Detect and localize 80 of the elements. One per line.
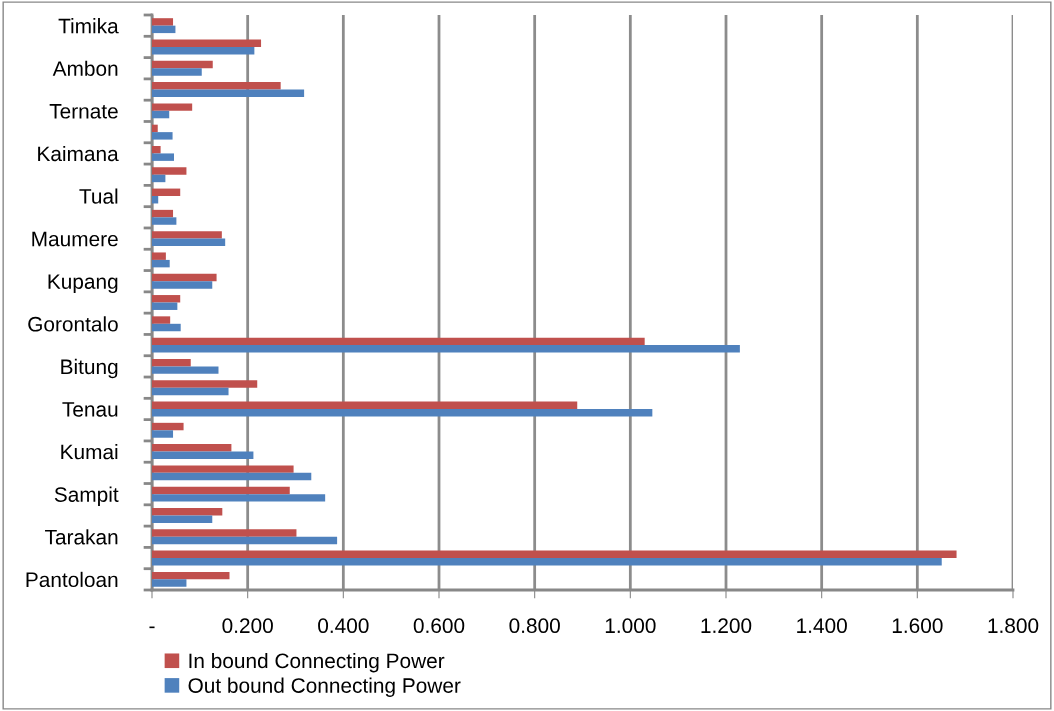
bar [152,550,957,559]
legend-label: Out bound Connecting Power [188,677,461,698]
bar [152,401,578,409]
x-tick-label: 1.800 [988,618,1039,634]
bar [152,494,326,502]
y-tick-label: Maumere [32,231,118,247]
legend-label: In bound Connecting Power [189,652,445,673]
y-tick-label: Gorontalo [28,316,118,332]
bar [152,103,193,111]
bar [152,316,171,324]
bar [152,302,178,310]
bar [152,529,297,537]
x-tick-label: 1.200 [701,618,752,634]
bar [152,110,170,119]
bar [152,281,213,289]
bar [152,25,176,34]
x-tick-label: 0.800 [509,618,560,634]
bar [152,465,294,473]
y-tick-label: Ternate [49,104,118,119]
bar [152,60,213,69]
y-tick-label: Timika [58,18,119,34]
bar [152,345,740,353]
bar [152,408,653,417]
x-tick-label: 0.200 [222,618,273,634]
bar [152,124,158,133]
bar [152,145,161,154]
bar [152,515,213,523]
bar [152,188,181,197]
x-tick-label: 0.600 [413,618,465,634]
bar [152,273,217,282]
y-tick-label: Bitung [61,358,118,379]
bar [152,366,219,374]
bar [152,486,290,495]
bar [152,252,166,260]
bar [152,422,184,431]
bar [152,209,174,218]
x-tick-label: 1.000 [605,618,656,634]
bar [152,571,230,580]
bar [152,39,262,47]
y-tick-label: Sampit [54,486,119,507]
bar [152,174,166,183]
bar [152,387,229,396]
bar [152,337,645,346]
bar [152,259,170,268]
y-tick-label: Ambon [52,60,118,76]
bar [152,380,258,388]
bar [152,430,174,438]
y-tick-label: Tenau [62,402,118,417]
bar [152,295,181,303]
bar [152,579,187,587]
bar [152,217,177,225]
x-tick-label: 1.600 [892,618,943,634]
bar [152,46,255,55]
y-tick-label: Pantoloan [26,571,118,588]
y-tick-label: Tarakan [45,529,118,545]
bar [152,132,173,140]
bar [152,89,305,97]
bar [152,153,174,161]
bar [152,508,223,516]
x-tick-label: 1.400 [797,618,847,634]
y-tick-label: Kupang [48,274,118,294]
bar [152,472,312,481]
bar [152,231,222,239]
x-tick-label: 0.400 [318,618,369,634]
bar [152,536,338,545]
bar [152,238,226,247]
bar [152,451,254,460]
y-tick-label: Tual [79,188,118,204]
bar [152,358,191,367]
bar [152,68,202,76]
bar [152,558,942,566]
y-tick-label: Kumai [61,444,118,460]
bar [152,18,174,26]
bar [152,196,159,204]
bar [152,167,187,175]
bar [152,444,232,452]
y-tick-label: Kaimana [38,145,119,162]
x-tick-label: - [149,626,155,629]
bar [152,323,181,332]
bar [152,82,281,90]
